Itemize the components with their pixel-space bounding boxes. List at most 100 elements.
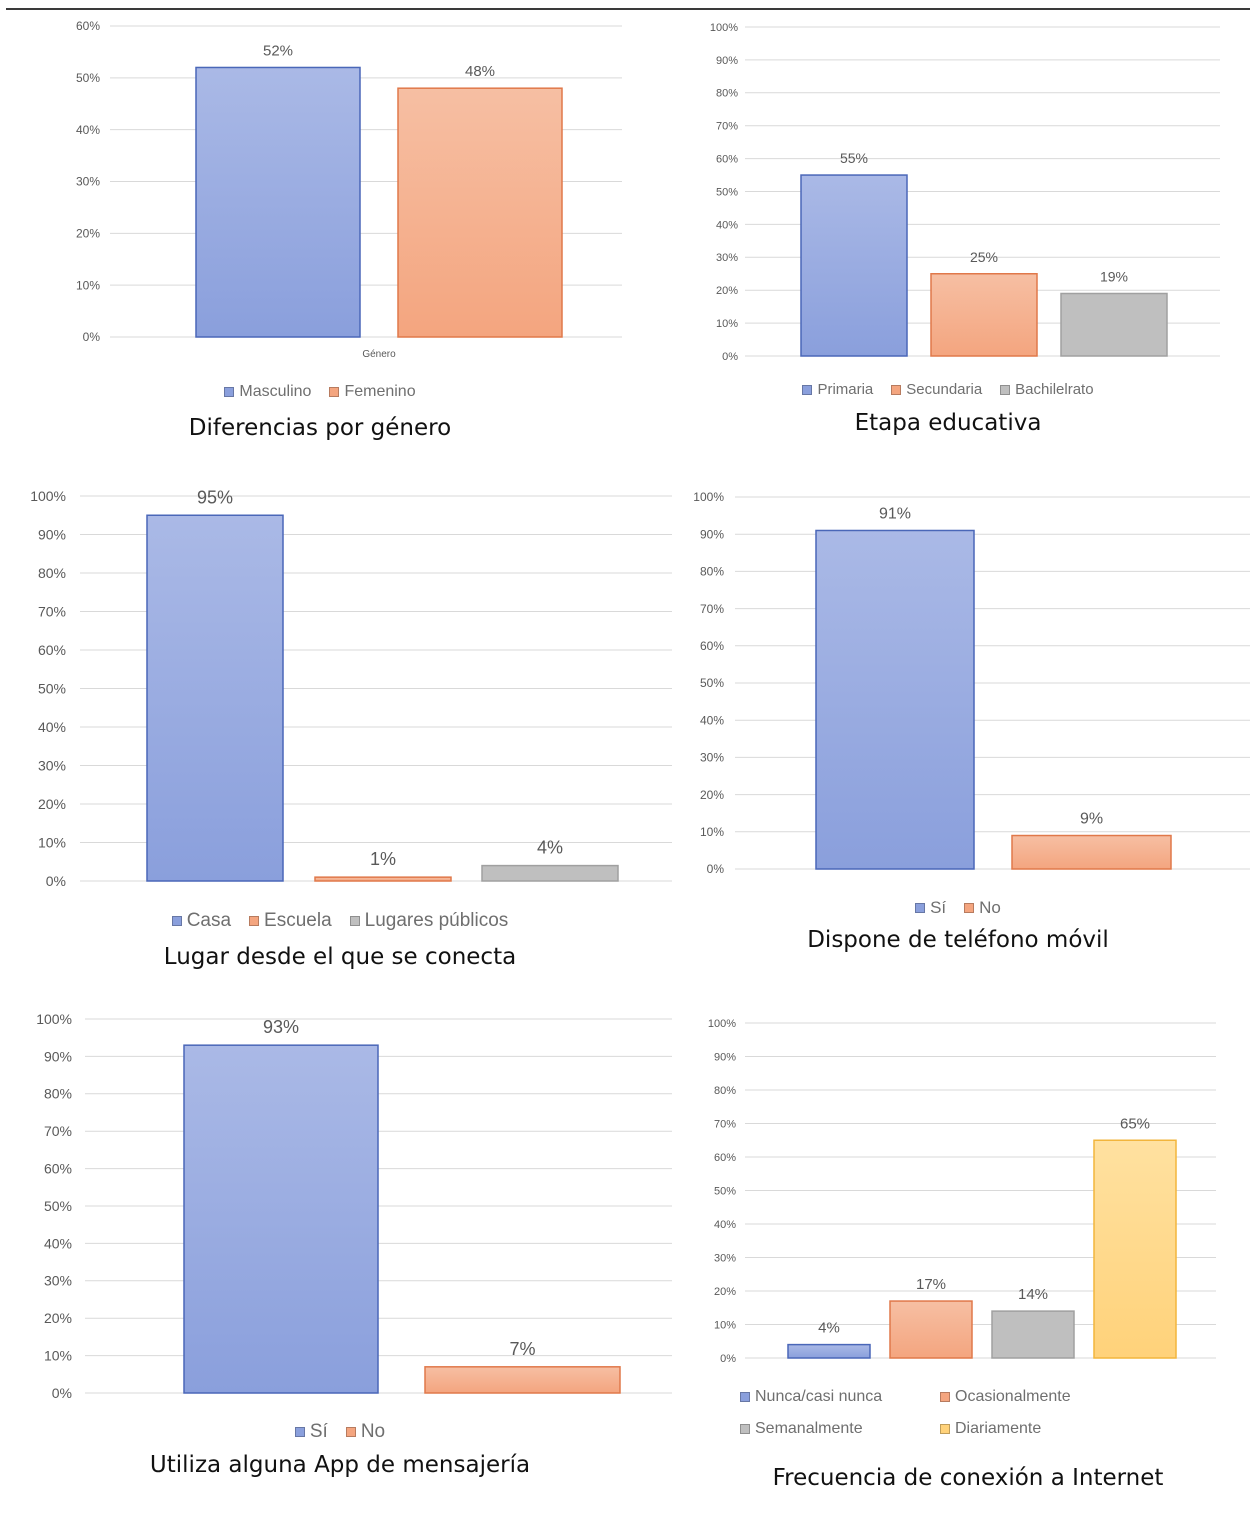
chart-panel-genero: 0% 10% 20% 30% 40% 50% 60% 52% 48% Género Masculi…: [0, 0, 640, 460]
legend-label: Escuela: [264, 910, 332, 931]
legend-label: No: [360, 1421, 386, 1442]
legend: Casa Escuela Lugares públicos: [0, 910, 680, 932]
bar-no: [424, 1366, 621, 1394]
legend-item: No: [964, 898, 1001, 918]
legend-label: Semanalmente: [755, 1420, 863, 1437]
y-tick-label: 40%: [44, 1235, 72, 1251]
legend-swatch: [740, 1392, 750, 1402]
chart-panel-etapa: 0% 10% 20% 30% 40% 50% 60% 70% 80% 90% 100% 55% 25% 1…: [640, 0, 1256, 460]
legend-item: Secundaria: [891, 381, 982, 398]
y-tick-label: 70%: [38, 603, 66, 619]
data-label: 52%: [263, 42, 293, 59]
y-tick-label: 90%: [714, 1051, 736, 1063]
legend-item: Ocasionalmente: [940, 1388, 1120, 1406]
y-tick-label: 50%: [76, 71, 100, 85]
chart-title: Dispone de teléfono móvil: [807, 927, 1109, 953]
y-tick-label: 50%: [700, 676, 724, 690]
y-tick-label: 10%: [44, 1348, 72, 1364]
y-tick-label: 100%: [36, 1011, 72, 1027]
legend-swatch: [802, 384, 813, 395]
bar-secundaria: [930, 273, 1038, 357]
y-tick-label: 50%: [716, 186, 738, 198]
y-tick-label: 70%: [716, 121, 738, 133]
legend-swatch: [964, 903, 975, 913]
legend-swatch: [224, 387, 235, 397]
y-tick-label: 30%: [700, 751, 724, 765]
legend-item: Semanalmente: [740, 1420, 940, 1438]
y-tick-label: 40%: [76, 123, 100, 137]
chart-frecuencia: 0% 10% 20% 30% 40% 50% 60% 70% 80% 90% 100% 4% 17% 14…: [708, 1018, 1216, 1365]
legend-swatch: [940, 1392, 950, 1402]
legend-item: Casa: [171, 910, 232, 932]
data-label: 9%: [1080, 811, 1103, 828]
legend-label: Primaria: [817, 381, 874, 398]
y-tick-label: 50%: [44, 1198, 72, 1214]
y-tick-label: 100%: [710, 22, 738, 34]
legend: Sí No: [680, 898, 1236, 918]
chart-movil: 0% 10% 20% 30% 40% 50% 60% 70% 80% 90% 100% 91% 9%: [693, 490, 1250, 876]
legend-swatch: [249, 916, 260, 926]
y-tick-label: 90%: [44, 1048, 72, 1064]
y-tick-label: 10%: [714, 1319, 736, 1331]
data-label: 14%: [1018, 1286, 1048, 1303]
bar-escuela: [314, 876, 452, 882]
y-tick-label: 20%: [76, 227, 100, 241]
legend: Nunca/casi nunca Ocasionalmente Semanalmen…: [740, 1388, 1256, 1438]
legend-item: Primaria: [802, 381, 873, 398]
legend-label: Masculino: [239, 383, 312, 400]
bar-ocasionalmente: [889, 1300, 973, 1359]
y-tick-label: 70%: [700, 602, 724, 616]
chart-genero: 0% 10% 20% 30% 40% 50% 60% 52% 48% Género: [76, 19, 622, 360]
y-tick-label: 70%: [44, 1123, 72, 1139]
y-tick-label: 80%: [44, 1086, 72, 1102]
legend-item: Escuela: [249, 910, 332, 932]
bar-no: [1011, 834, 1172, 870]
y-tick-label: 40%: [700, 713, 724, 727]
y-tick-label: 80%: [714, 1085, 736, 1097]
y-tick-label: 0%: [707, 862, 725, 876]
y-tick-label: 50%: [38, 680, 66, 696]
y-tick-label: 80%: [716, 88, 738, 100]
y-tick-label: 0%: [720, 1353, 736, 1365]
chart-panel-lugar: 0% 10% 20% 30% 40% 50% 60% 70% 80% 90% 100% 95% 1% 4%…: [0, 460, 680, 1000]
legend-item: Sí: [915, 898, 946, 918]
y-tick-label: 30%: [44, 1273, 72, 1289]
y-tick-label: 40%: [714, 1219, 736, 1231]
chart-panel-movil: 0% 10% 20% 30% 40% 50% 60% 70% 80% 90% 100% 91% 9% S…: [680, 460, 1256, 1000]
legend-label: Casa: [186, 910, 232, 931]
legend-label: Femenino: [344, 383, 416, 400]
legend-item: Lugares públicos: [349, 910, 508, 932]
y-tick-label: 20%: [716, 285, 738, 297]
chart-title: Lugar desde el que se conecta: [163, 944, 517, 970]
chart-app: 0% 10% 20% 30% 40% 50% 60% 70% 80% 90% 100% 93% 7%: [36, 1011, 672, 1401]
chart-title: Etapa educativa: [854, 410, 1042, 436]
legend-item: Nunca/casi nunca: [740, 1388, 940, 1406]
y-tick-label: 0%: [722, 351, 738, 363]
bar-casa: [146, 514, 284, 882]
legend-item: Femenino: [329, 383, 416, 401]
y-tick-label: 10%: [700, 825, 724, 839]
y-tick-label: 90%: [700, 527, 724, 541]
y-tick-label: 60%: [76, 19, 100, 33]
y-tick-label: 30%: [38, 757, 66, 773]
y-tick-label: 70%: [714, 1118, 736, 1130]
data-label: 4%: [818, 1320, 840, 1337]
bar-sí: [815, 529, 975, 870]
y-tick-label: 90%: [716, 55, 738, 67]
data-label: 93%: [263, 1017, 299, 1037]
bar-bachilelrato: [1060, 292, 1168, 357]
y-tick-label: 10%: [38, 834, 66, 850]
bar-nunca-casi-nunca: [787, 1343, 871, 1359]
legend-swatch: [294, 1427, 305, 1437]
legend-swatch: [740, 1424, 750, 1434]
data-label: 91%: [879, 505, 911, 522]
y-tick-label: 20%: [714, 1286, 736, 1298]
y-tick-label: 100%: [708, 1018, 736, 1030]
y-tick-label: 40%: [38, 719, 66, 735]
legend-label: Nunca/casi nunca: [755, 1388, 883, 1405]
legend-swatch: [329, 387, 340, 397]
bar-primaria: [800, 174, 908, 357]
bar-sí: [183, 1044, 379, 1394]
chart-panel-app: 0% 10% 20% 30% 40% 50% 60% 70% 80% 90% 100% 93% 7% S…: [0, 1000, 680, 1519]
legend-swatch: [940, 1424, 950, 1434]
